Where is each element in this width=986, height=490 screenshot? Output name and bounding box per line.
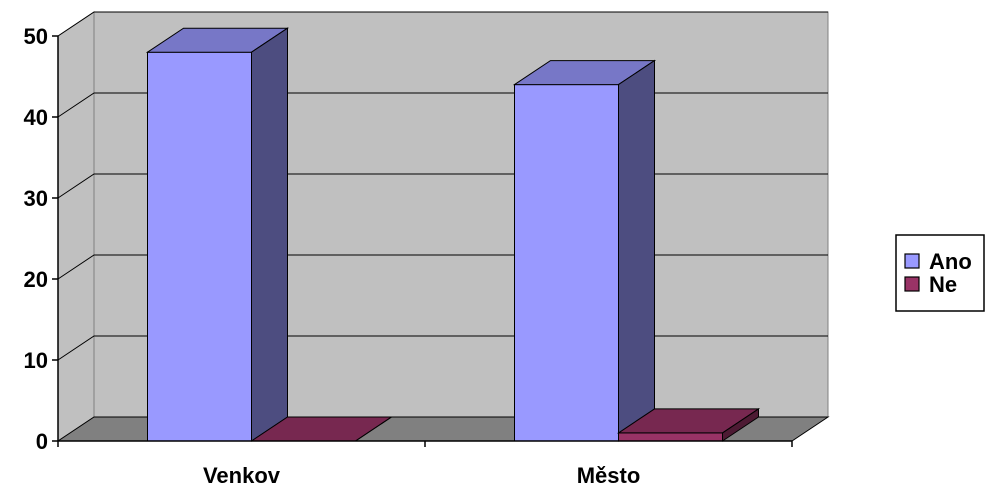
y-tick-label: 30 [24,186,48,211]
legend-swatch-ne [904,276,920,292]
bar-side-face [618,59,655,442]
y-tick-label: 40 [24,105,48,130]
bars [145,27,761,442]
bar-front-face [147,51,252,442]
bar-front-face [514,84,619,442]
legend-box [895,234,985,312]
bar-front-face [618,432,723,442]
legend-label-ne: Ne [929,272,957,297]
bar-side-face [722,407,759,442]
axes [52,35,793,447]
y-tick-label: 0 [36,429,48,454]
x-tick-label: Venkov [203,463,281,488]
bar-ano-1 [512,59,657,442]
legend-swatch-ano [904,253,920,269]
gridline [57,11,828,37]
bar-side-face [251,27,288,442]
bar-ne-1 [616,407,761,442]
y-axis-tick-labels: 0 10 20 30 40 50 [24,24,48,454]
y-tick-label: 20 [24,267,48,292]
side-wall [57,11,95,442]
legend: Ano Ne [895,234,985,312]
y-tick-label: 50 [24,24,48,49]
y-tick-label: 10 [24,348,48,373]
x-tick-label: Město [577,463,641,488]
bar-side-face [355,416,392,442]
legend-label-ano: Ano [929,249,972,274]
bar-ano-0 [145,27,290,442]
x-axis-tick-labels: Venkov Město [203,463,640,488]
